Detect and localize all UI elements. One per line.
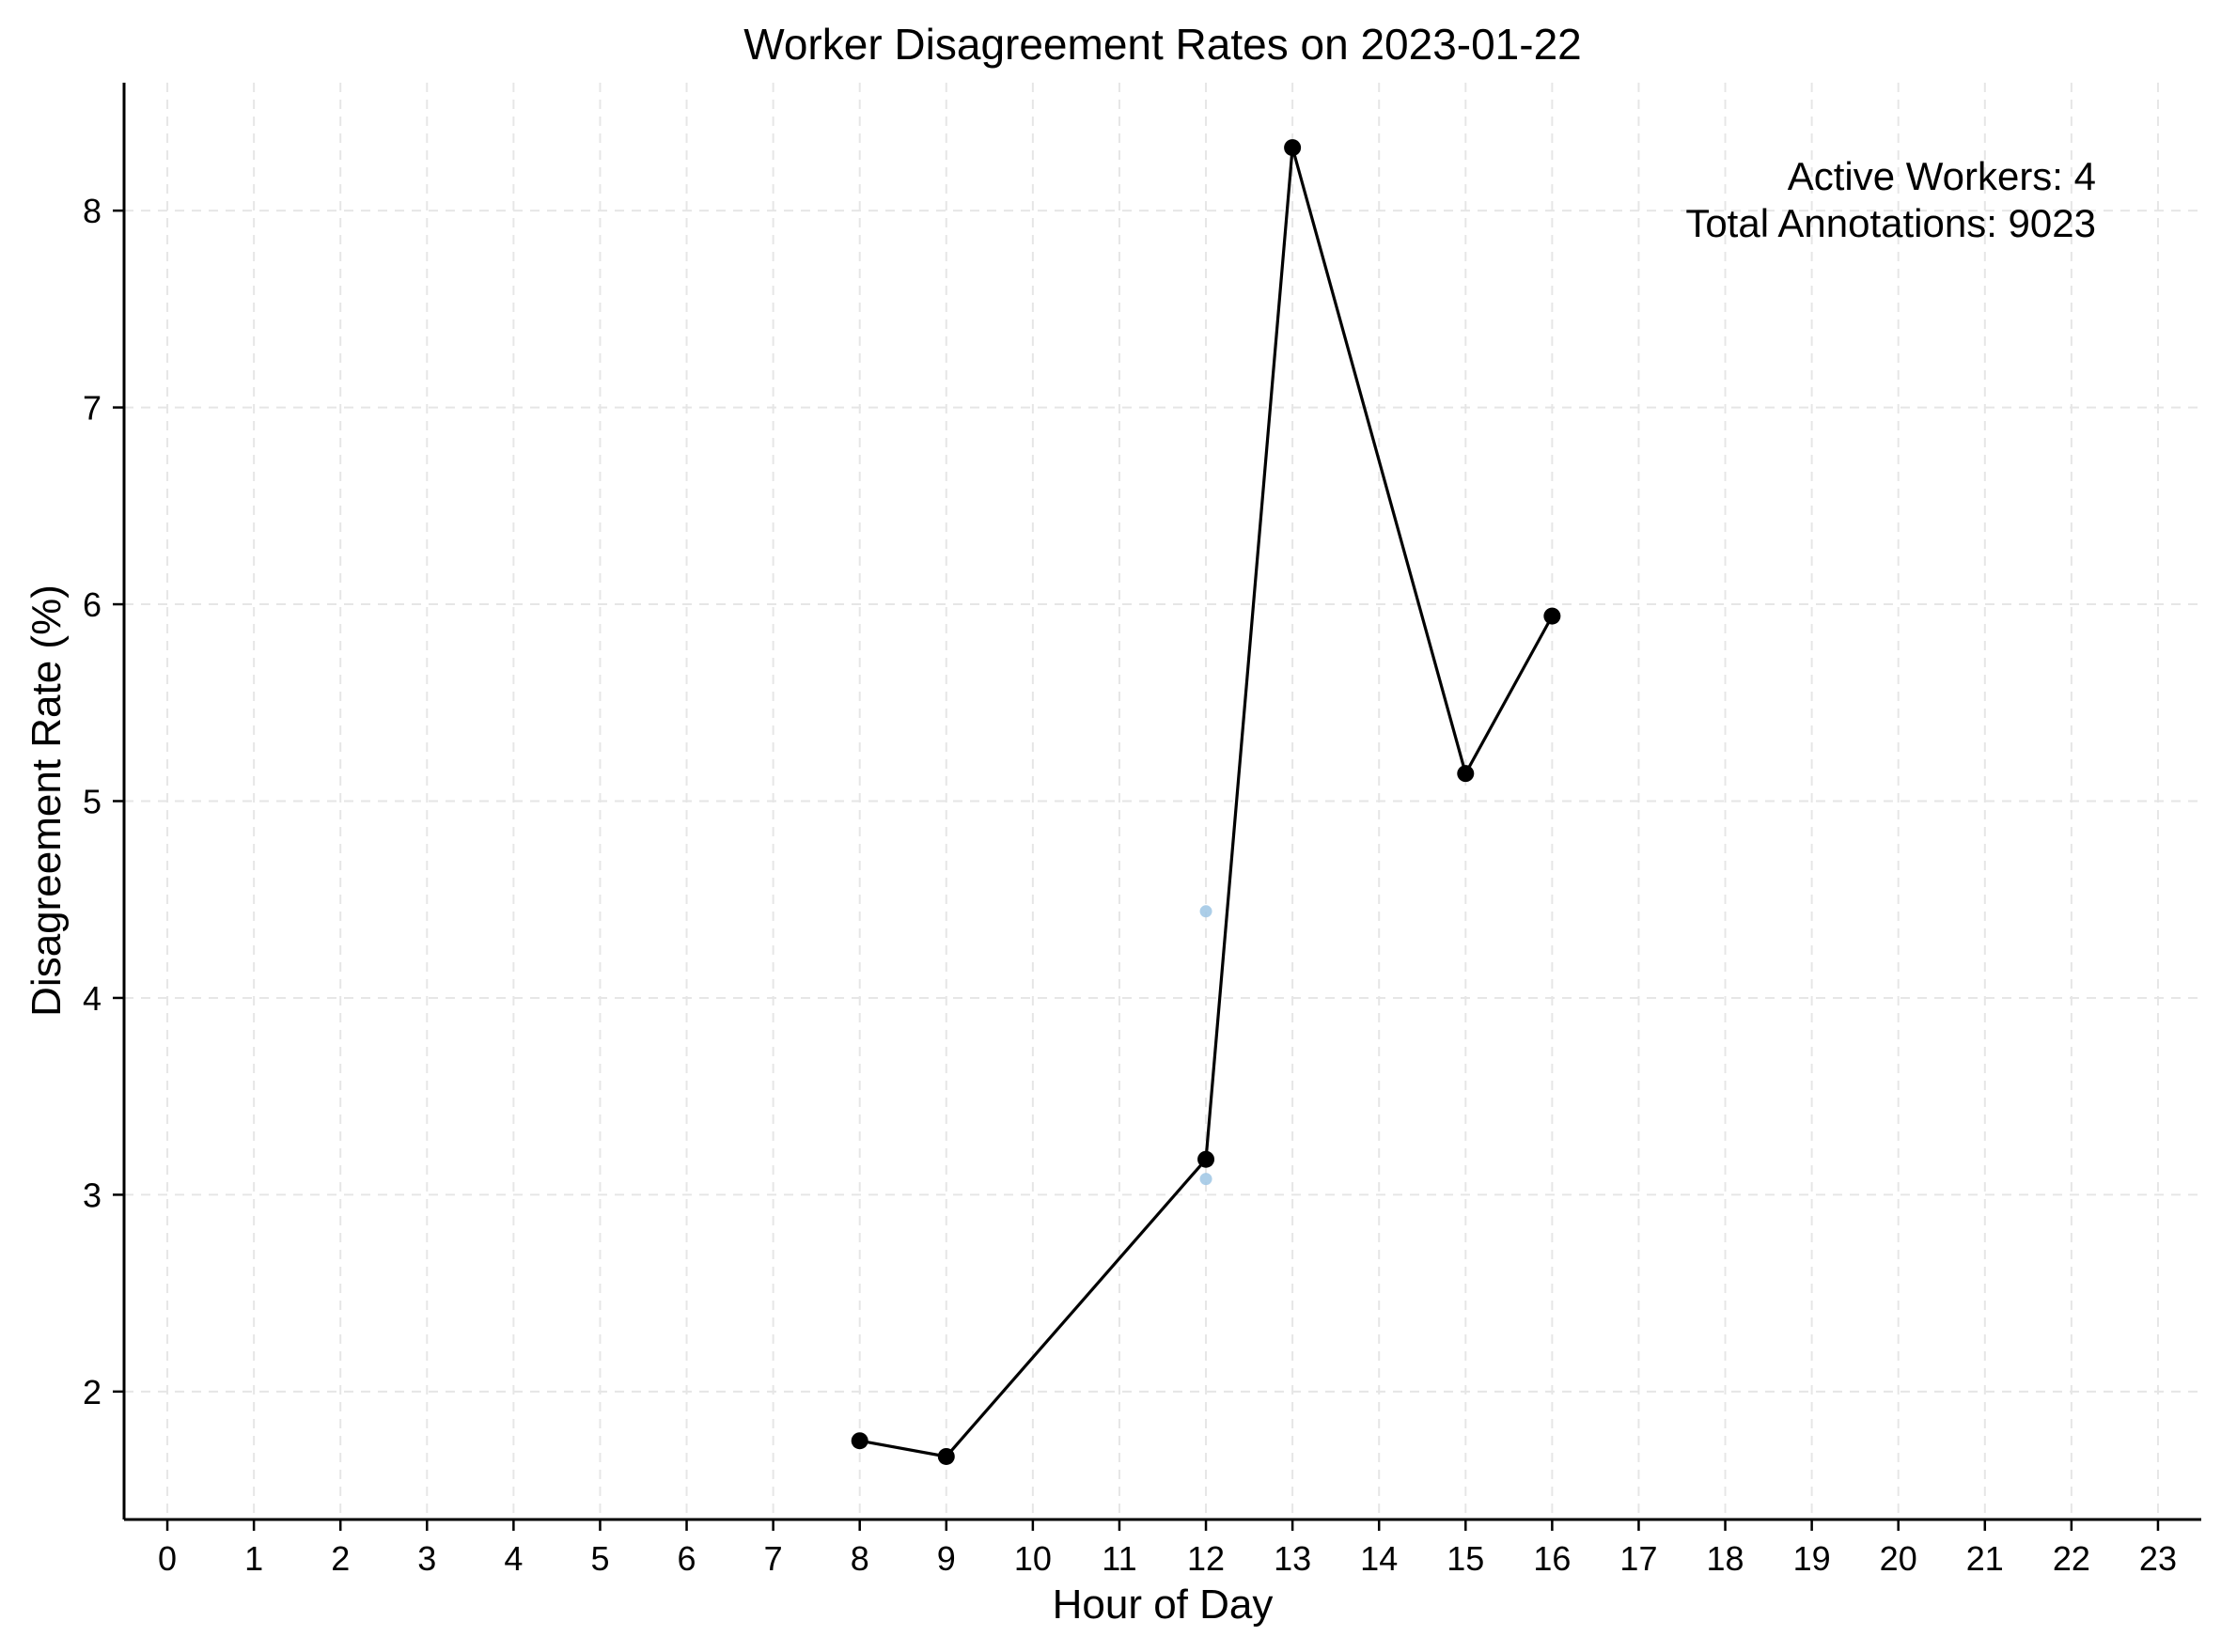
y-tick-label: 8 (83, 192, 102, 230)
x-axis-label: Hour of Day (1053, 1582, 1274, 1628)
x-tick-label: 6 (678, 1539, 696, 1578)
data-point (1197, 1150, 1215, 1168)
data-point (1457, 765, 1475, 783)
x-tick-label: 2 (331, 1539, 350, 1578)
y-tick-label: 5 (83, 783, 102, 821)
y-axis-label: Disagreement Rate (%) (23, 584, 70, 1017)
scatter-point (1199, 1173, 1212, 1186)
series-line (859, 147, 1554, 1458)
y-tick-label: 7 (83, 389, 102, 428)
x-tick-label: 14 (1360, 1539, 1398, 1578)
x-tick-label: 17 (1619, 1539, 1657, 1578)
x-tick-label: 22 (2053, 1539, 2090, 1578)
x-tick-label: 11 (1102, 1539, 1136, 1578)
x-tick-label: 12 (1187, 1539, 1225, 1578)
x-tick-label: 15 (1447, 1539, 1484, 1578)
data-point (1284, 139, 1302, 157)
x-tick-label: 1 (244, 1539, 263, 1578)
x-tick-label: 21 (1966, 1539, 2004, 1578)
x-tick-label: 7 (764, 1539, 783, 1578)
y-tick-label: 3 (83, 1176, 102, 1214)
y-tick-label: 6 (83, 585, 102, 624)
y-tick-label: 4 (83, 979, 102, 1018)
x-tick-label: 16 (1533, 1539, 1571, 1578)
chart-title: Worker Disagreement Rates on 2023-01-22 (743, 20, 1582, 69)
x-tick-label: 18 (1707, 1539, 1744, 1578)
data-point (1543, 607, 1561, 625)
data-point (851, 1432, 868, 1450)
x-tick-label: 13 (1274, 1539, 1311, 1578)
annotation-active-workers: Active Workers: 4 (1788, 154, 2096, 198)
data-series (851, 139, 1561, 1465)
x-tick-label: 5 (590, 1539, 609, 1578)
x-axis-ticks: 0 1 2 3 4 5 6 7 8 9 10 11 12 13 14 15 16 17 18 19 20 21 22 23 (158, 1520, 2177, 1578)
data-point (937, 1447, 955, 1465)
scatter-point (1199, 905, 1212, 918)
annotation-total-annotations: Total Annotations: 9023 (1685, 201, 2096, 245)
x-tick-label: 4 (504, 1539, 523, 1578)
x-tick-label: 19 (1793, 1539, 1831, 1578)
x-tick-label: 0 (158, 1539, 177, 1578)
y-tick-label: 2 (83, 1373, 102, 1411)
x-tick-label: 3 (417, 1539, 436, 1578)
grid (124, 83, 2201, 1520)
x-tick-label: 23 (2139, 1539, 2177, 1578)
y-axis-ticks: 2 3 4 5 6 7 8 (83, 192, 124, 1411)
x-tick-label: 20 (1880, 1539, 1917, 1578)
x-tick-label: 8 (851, 1539, 869, 1578)
x-tick-label: 9 (937, 1539, 956, 1578)
x-tick-label: 10 (1014, 1539, 1052, 1578)
